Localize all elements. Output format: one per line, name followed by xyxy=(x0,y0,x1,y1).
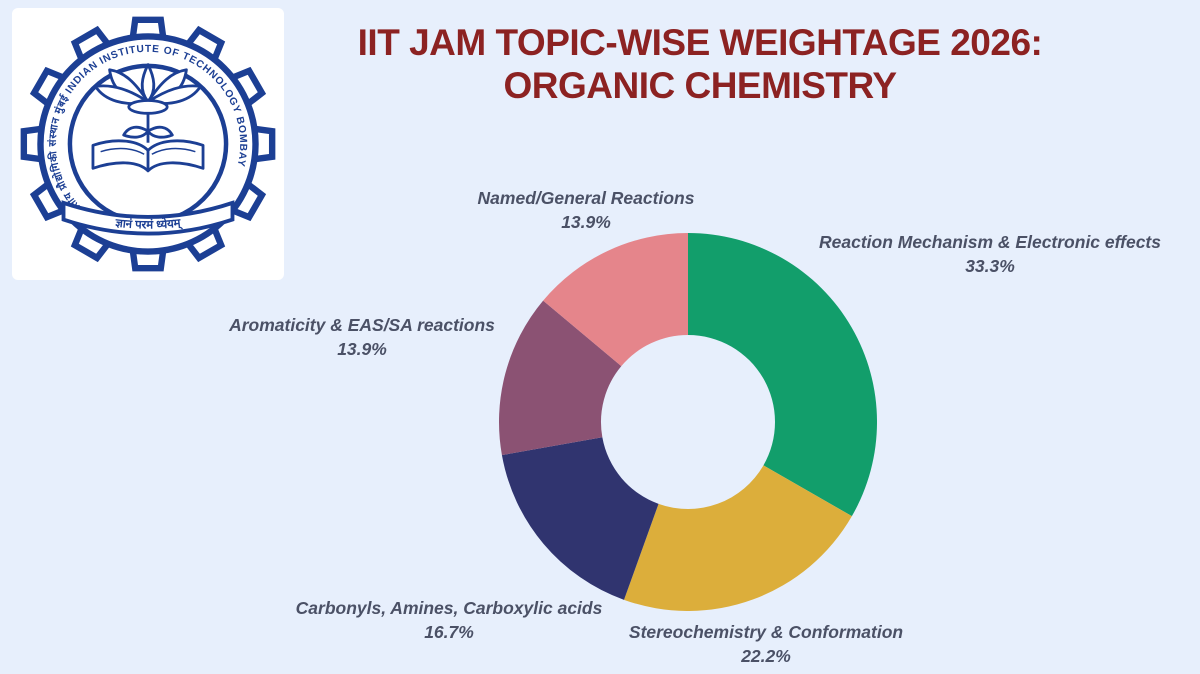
slice-label-pct: 13.9% xyxy=(337,339,387,359)
slice-label-aromaticity: Aromaticity & EAS/SA reactions 13.9% xyxy=(132,313,592,361)
donut-chart xyxy=(499,233,878,612)
lotus-icon xyxy=(94,63,202,143)
slice-label-text: Reaction Mechanism & Electronic effects xyxy=(818,232,1161,252)
donut-segment-3 xyxy=(499,300,622,456)
iit-bombay-logo: भारतीय प्रौद्योगिकी संस्थान मुंबई INDIAN… xyxy=(12,8,284,280)
slice-label-pct: 16.7% xyxy=(424,622,474,642)
donut-segment-2 xyxy=(501,437,659,600)
slice-label-text: Carbonyls, Amines, Carboxylic acids xyxy=(295,598,603,618)
book-icon xyxy=(91,139,205,173)
slice-label-text: Named/General Reactions xyxy=(477,188,695,208)
slice-label-text: Stereochemistry & Conformation xyxy=(628,622,904,642)
page-title-line2: ORGANIC CHEMISTRY xyxy=(503,64,897,106)
iit-bombay-emblem-icon: भारतीय प्रौद्योगिकी संस्थान मुंबई INDIAN… xyxy=(20,16,276,272)
slice-label-pct: 33.3% xyxy=(965,256,1015,276)
slice-label-stereochemistry: Stereochemistry & Conformation 22.2% xyxy=(536,620,996,668)
slice-label-pct: 22.2% xyxy=(741,646,791,666)
donut-segment-4 xyxy=(543,233,688,367)
donut-segment-0 xyxy=(688,233,878,517)
logo-motto-text: ज्ञानं परमं ध्येयम् xyxy=(114,217,184,232)
page-title-line1: IIT JAM TOPIC-WISE WEIGHTAGE 2026: xyxy=(357,22,1043,63)
slice-label-carbonyls: Carbonyls, Amines, Carboxylic acids 16.7… xyxy=(219,596,679,644)
page-title: IIT JAM TOPIC-WISE WEIGHTAGE 2026: ORGAN… xyxy=(285,22,1115,108)
slice-label-text: Aromaticity & EAS/SA reactions xyxy=(229,315,495,335)
slice-label-reaction-mechanism: Reaction Mechanism & Electronic effects … xyxy=(760,230,1200,278)
slice-label-named-general-reactions: Named/General Reactions 13.9% xyxy=(356,186,816,234)
donut-segment-1 xyxy=(623,465,852,612)
motto-ribbon: ज्ञानं परमं ध्येयम् xyxy=(61,200,235,236)
donut-chart-svg xyxy=(499,233,878,612)
slice-label-pct: 13.9% xyxy=(561,212,611,232)
